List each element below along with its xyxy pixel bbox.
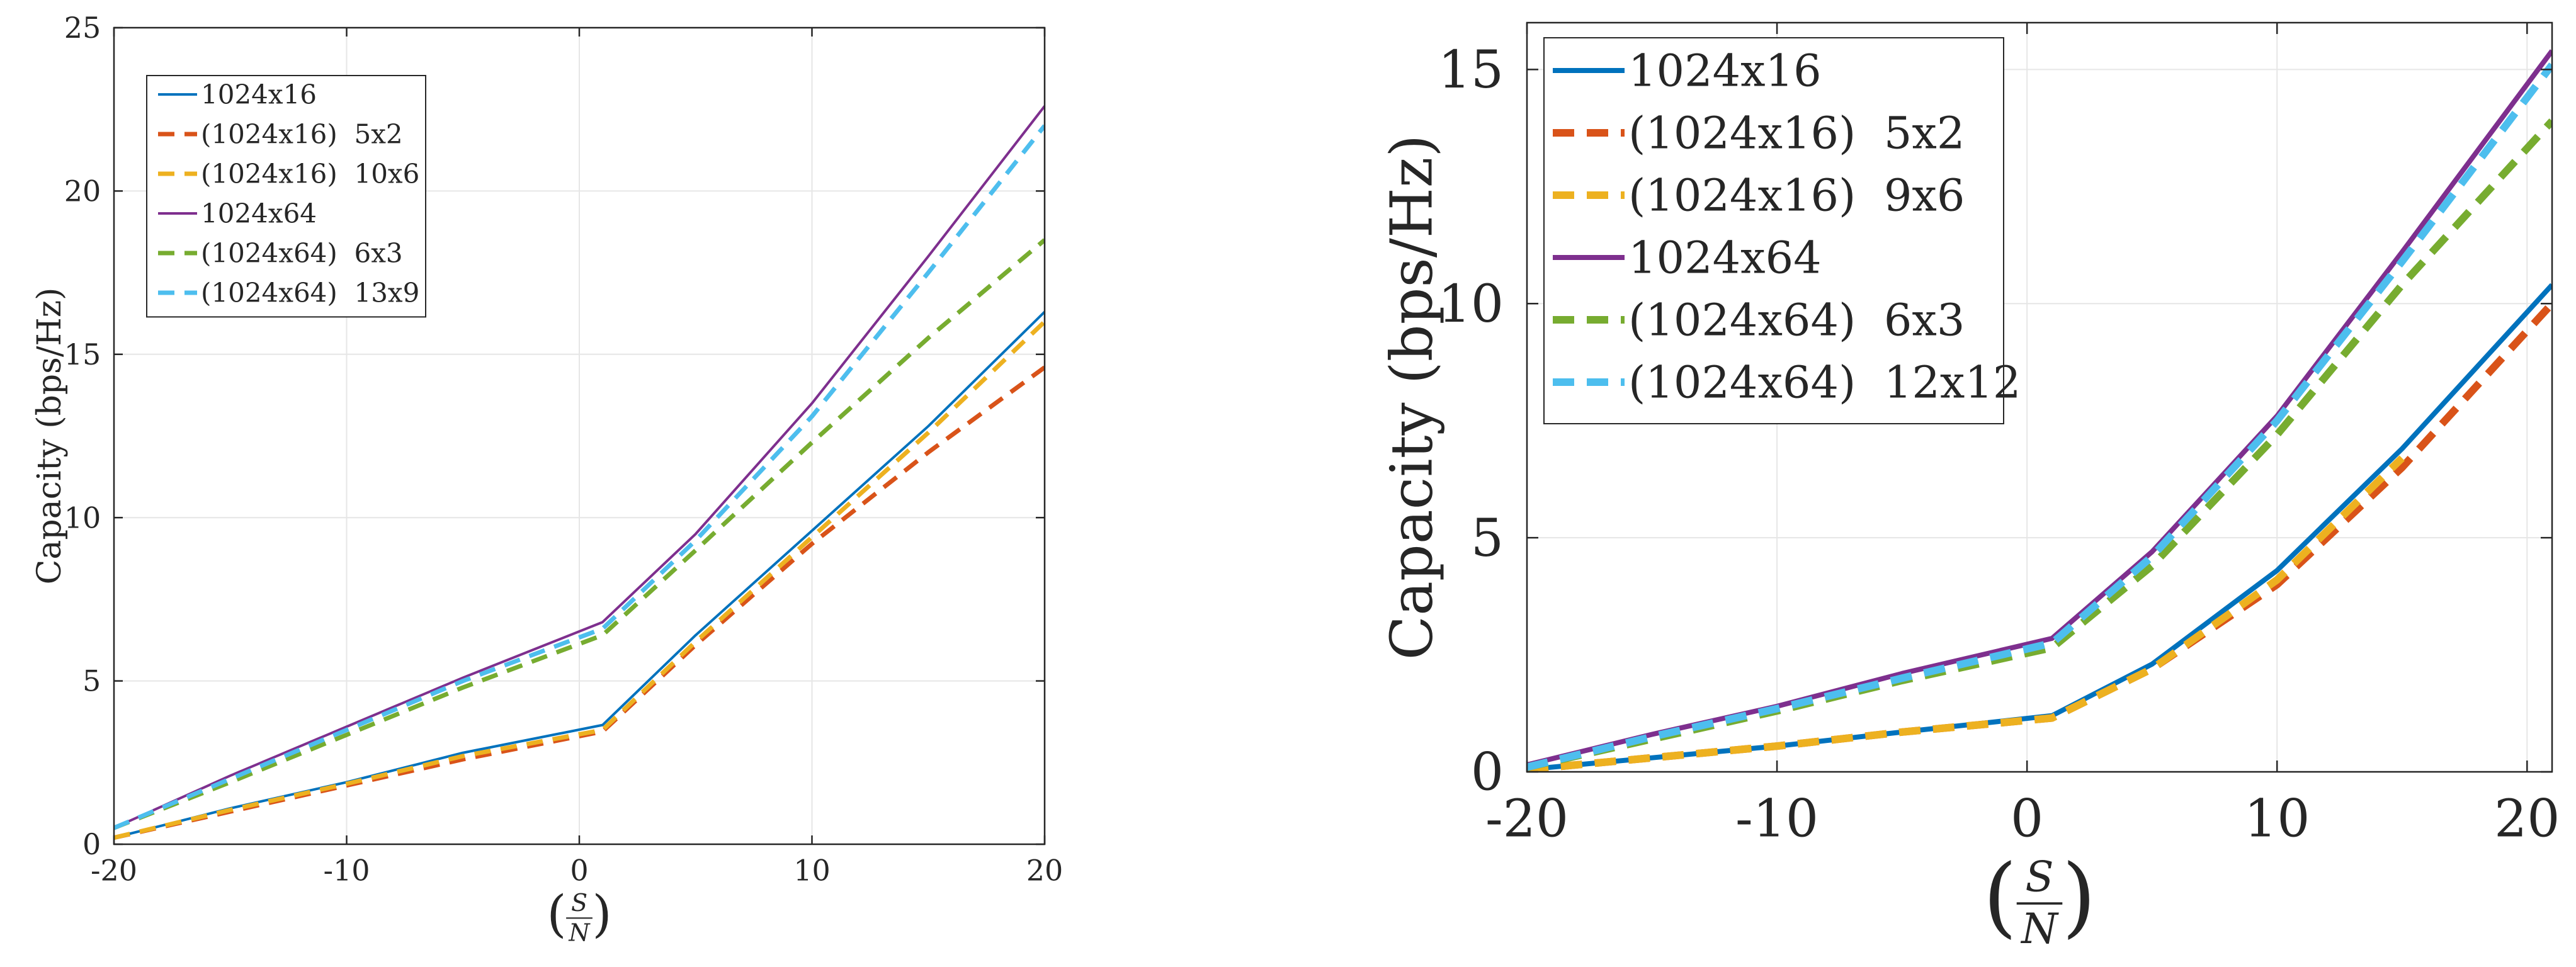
legend-label-2: (1024x16) 10x6 [201, 159, 419, 189]
y-tick-label: 5 [82, 664, 101, 698]
legend-label-2: (1024x16) 9x6 [1628, 170, 1965, 222]
x-axis-label-paren-left: ( [547, 885, 566, 943]
legend-box [1543, 37, 2004, 424]
x-axis-label-numerator: S [2025, 852, 2053, 901]
chart-right: -20 -10 0 10 20 0 5 10 15 Capacity (bps/Hz) SN() 10… [1378, 21, 2560, 953]
y-tick-label: 0 [82, 827, 101, 861]
x-tick-label: 20 [2494, 789, 2560, 849]
legend-label-3: 1024x64 [201, 198, 317, 229]
legend-label-0: 1024x16 [1628, 45, 1822, 97]
y-tick-label: 10 [64, 500, 101, 534]
x-tick-label: -20 [91, 854, 137, 888]
y-tick-label: 15 [1438, 40, 1504, 100]
y-tick-label: 20 [64, 174, 101, 208]
y-tick-label: 10 [1438, 274, 1504, 334]
y-tick-label: 0 [1471, 743, 1504, 803]
y-axis-label: Capacity (bps/Hz) [1378, 135, 1445, 660]
series-line-4 [114, 238, 1045, 830]
series-line-2 [114, 320, 1045, 840]
x-tick-label: 10 [793, 854, 831, 888]
x-tick-label: -10 [1735, 789, 1819, 849]
x-axis-label-paren-left: ( [1983, 845, 2017, 947]
y-tick-label: 15 [64, 337, 101, 371]
axes-box [1526, 21, 2553, 773]
x-tick-label: 0 [570, 854, 588, 888]
x-axis-label-paren-right: ) [593, 885, 612, 943]
x-tick-label: -20 [1485, 789, 1569, 849]
x-tick-label: 0 [2011, 789, 2043, 849]
series-line-5 [114, 124, 1045, 830]
legend-label-5: (1024x64) 13x9 [201, 278, 419, 308]
chart-left: -20 -10 0 10 20 0 5 10 15 20 25 Capacity (bps/Hz) SN… [31, 11, 1063, 946]
x-tick-label: 10 [2244, 789, 2310, 849]
y-tick-label: 5 [1471, 509, 1504, 568]
legend-label-1: (1024x16) 5x2 [1628, 108, 1965, 159]
x-tick-label: -10 [323, 854, 370, 888]
legend-label-5: (1024x64) 12x12 [1628, 357, 2021, 409]
legend-box [146, 75, 426, 318]
legend-label-4: (1024x64) 6x3 [1628, 295, 1965, 346]
series-line-2 [1527, 455, 2405, 772]
legend-label-0: 1024x16 [201, 79, 317, 110]
x-tick-label: 20 [1026, 854, 1064, 888]
legend-label-1: (1024x16) 5x2 [201, 119, 403, 150]
x-axis-label-denominator: N [2020, 905, 2059, 953]
legend-label-3: 1024x64 [1628, 232, 1822, 284]
series-line-3 [114, 105, 1045, 829]
series-line-5 [1527, 62, 2552, 771]
x-axis-label-paren-right: ) [2062, 845, 2096, 947]
x-axis-label-numerator: S [571, 889, 587, 917]
x-axis-label-denominator: N [568, 919, 591, 946]
legend-label-4: (1024x64) 6x3 [201, 238, 403, 269]
y-tick-label: 25 [64, 11, 101, 45]
y-axis-label: Capacity (bps/Hz) [31, 288, 69, 585]
